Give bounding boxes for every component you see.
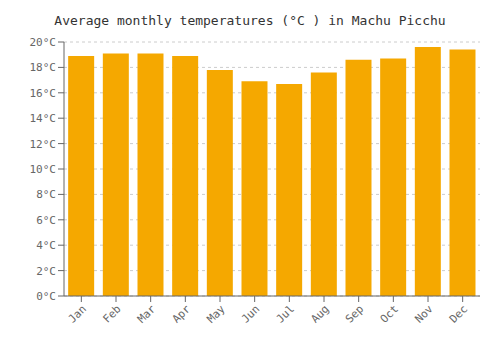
svg-text:14°C: 14°C — [30, 112, 57, 125]
svg-text:Feb: Feb — [100, 302, 123, 325]
svg-text:20°C: 20°C — [30, 36, 57, 49]
svg-text:16°C: 16°C — [30, 87, 57, 100]
svg-text:Nov: Nov — [412, 302, 436, 326]
svg-text:8°C: 8°C — [36, 188, 56, 201]
svg-text:0°C: 0°C — [36, 290, 56, 303]
svg-text:Oct: Oct — [378, 302, 401, 325]
svg-text:2°C: 2°C — [36, 265, 56, 278]
svg-text:Apr: Apr — [170, 302, 194, 326]
svg-text:Dec: Dec — [447, 302, 470, 325]
svg-text:Jun: Jun — [239, 302, 262, 325]
svg-text:Jul: Jul — [274, 302, 297, 325]
svg-text:Sep: Sep — [343, 302, 366, 325]
svg-text:May: May — [204, 302, 228, 326]
svg-text:4°C: 4°C — [36, 239, 56, 252]
svg-text:Jan: Jan — [66, 302, 89, 325]
svg-text:12°C: 12°C — [30, 138, 57, 151]
svg-text:18°C: 18°C — [30, 61, 57, 74]
svg-text:6°C: 6°C — [36, 214, 56, 227]
html-text:Average monthly temperatures (: Average monthly temperatures (°C ) in Ma… — [54, 13, 446, 28]
svg-text:10°C: 10°C — [30, 163, 57, 176]
svg-text:Aug: Aug — [308, 302, 331, 325]
svg-text:Mar: Mar — [135, 302, 159, 326]
